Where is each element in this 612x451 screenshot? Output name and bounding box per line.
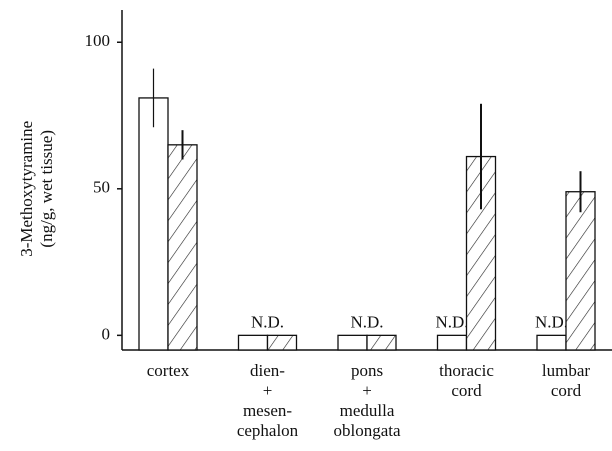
y-tick-label: 100 (85, 31, 111, 50)
y-axis-label: (ng/g, wet tissue) (37, 130, 56, 248)
y-tick-label: 50 (93, 178, 110, 197)
bar (138, 97, 169, 351)
nd-box (366, 334, 397, 351)
x-tick-label: thoracic cord (439, 361, 494, 400)
y-tick-label: 0 (102, 324, 111, 343)
value-label: N.D. (251, 312, 284, 331)
bar (167, 144, 198, 351)
nd-box (237, 334, 269, 351)
bar (565, 191, 596, 351)
y-axis-label: 3-Methoxytyramine (17, 121, 36, 257)
x-tick-label: lumbar cord (542, 361, 590, 400)
value-label: N.D. (535, 312, 568, 331)
x-tick-label: dien-+ mesen-cephalon (237, 361, 299, 440)
nd-box (337, 334, 368, 351)
value-label: N.D. (350, 312, 383, 331)
x-tick-label: cortex (147, 361, 190, 380)
x-tick-label: pons + medulla oblongata (333, 361, 400, 440)
value-label: N.D. (435, 312, 468, 331)
nd-box (266, 334, 298, 351)
nd-box (436, 334, 468, 351)
nd-box (536, 334, 567, 351)
